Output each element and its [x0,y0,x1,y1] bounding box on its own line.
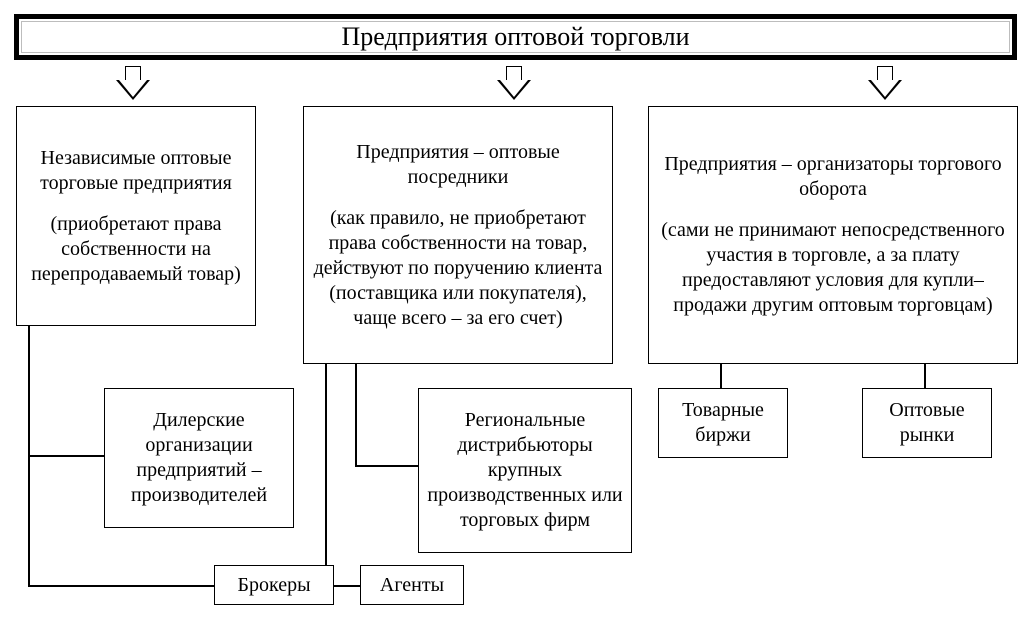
col1-desc: (приобретают права собственности на пере… [25,212,247,287]
title-text: Предприятия оптовой торговли [341,21,689,54]
col2-drop-a [325,364,327,585]
leaf-dealers-text: Дилерские организации предприятий – прои… [113,408,285,508]
arrow-to-col2 [497,66,531,102]
leaf-distributors: Региональные дистрибьюторы крупных произ… [418,388,632,553]
leaf-markets-text: Оптовые рынки [871,398,983,448]
arrow-to-col3 [868,66,902,102]
leaf-agents-text: Агенты [380,573,444,598]
leaf-brokers-text: Брокеры [237,573,310,598]
leaf-distributors-text: Региональные дистрибьюторы крупных произ… [427,408,623,533]
col2-desc: (как правило, не приобретают права собст… [312,206,604,331]
leaf-agents: Агенты [360,565,464,605]
leaf-markets: Оптовые рынки [862,388,992,458]
col2-to-distr [355,465,418,467]
col1-to-dealers [28,455,104,457]
col3-drop-b [924,364,926,388]
col1-to-brokers [28,585,214,587]
col2-drop-b [355,364,357,465]
col2-box: Предприятия – оптовые посредники (как пр… [303,106,613,364]
col3-heading: Предприятия – организаторы торгового обо… [657,152,1009,202]
leaf-exchanges: Товарные биржи [658,388,788,458]
leaf-exchanges-text: Товарные биржи [667,398,779,448]
leaf-dealers: Дилерские организации предприятий – прои… [104,388,294,528]
col3-box: Предприятия – организаторы торгового обо… [648,106,1018,364]
col3-desc: (сами не принимают непосредственного уча… [657,218,1009,318]
col1-heading: Независимые оптовые торговые предприятия [25,146,247,196]
diagram-stage: Предприятия оптовой торговли Независимые… [0,0,1033,635]
arrow-to-col1 [116,66,150,102]
col2-heading: Предприятия – оптовые посредники [312,140,604,190]
leaf-brokers: Брокеры [214,565,334,605]
title-box: Предприятия оптовой торговли [14,14,1017,60]
col3-drop-a [720,364,722,388]
col1-box: Независимые оптовые торговые предприятия… [16,106,256,326]
